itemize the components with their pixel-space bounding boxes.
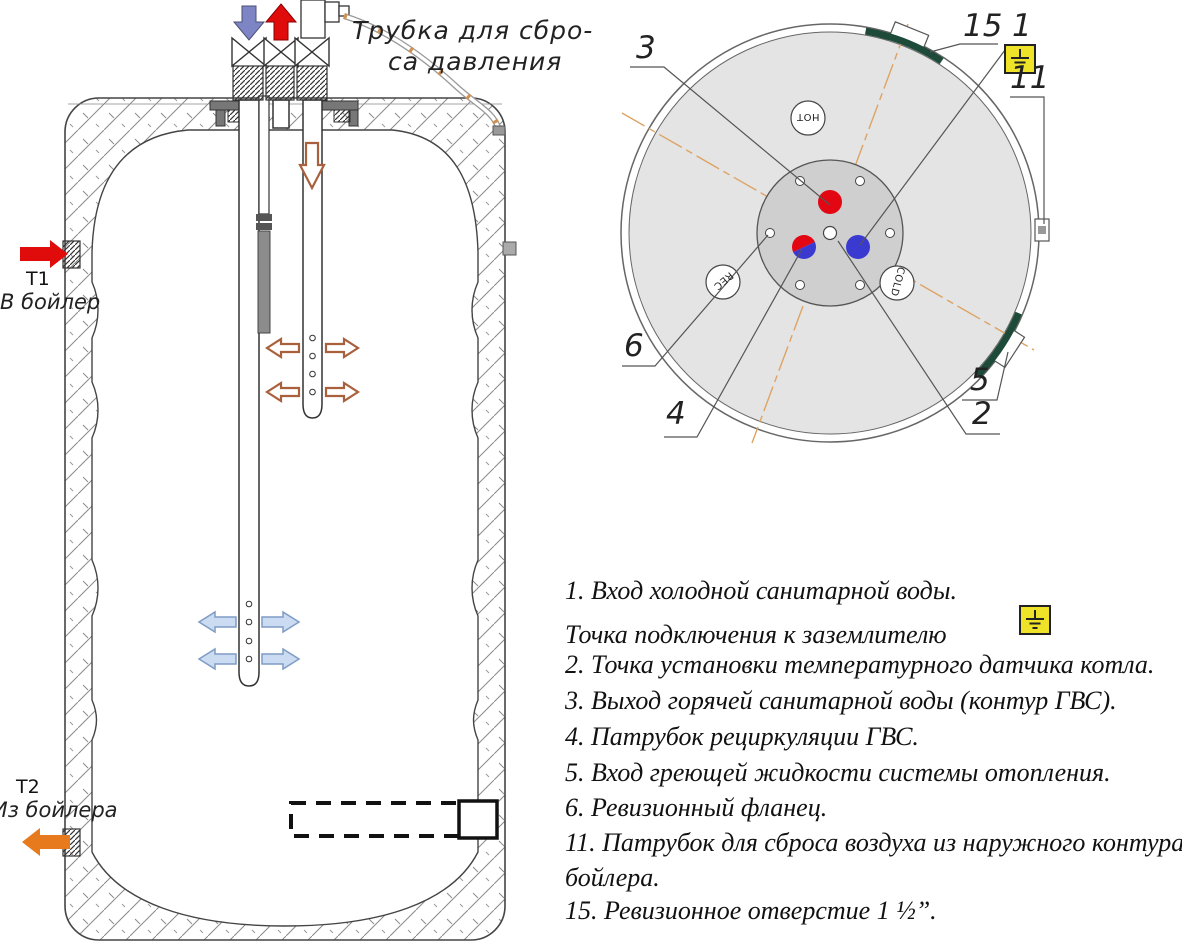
top-view (620, 21, 1050, 444)
air-vent-nozzle (502, 241, 517, 256)
valve-3 (294, 36, 314, 68)
valve-2 (263, 36, 283, 68)
t2-arrow (22, 828, 70, 856)
callout-4: 4 (666, 396, 686, 432)
legend-item-ground: Точка подключения к заземлителю (565, 620, 947, 649)
t2-label: T2 (16, 776, 40, 798)
safety-relief-valve (300, 0, 350, 39)
relief-tube (343, 13, 506, 136)
section-view (20, 0, 517, 941)
leader-11 (1010, 96, 1045, 224)
sensor-collar-1 (256, 214, 272, 221)
sensor-rod (257, 230, 271, 334)
rec-marker-circle (705, 264, 741, 300)
port-marker-circles (705, 100, 915, 301)
legend-item-3: 3. Выход горячей санитарной воды (контур… (565, 686, 1117, 715)
valves (231, 36, 330, 68)
heater-flange-square (457, 799, 499, 840)
leader-2 (837, 240, 1000, 435)
heater-dashed-outline (289, 801, 498, 838)
callout-1: 1 (1012, 8, 1032, 44)
valve-3b (310, 36, 330, 68)
legend-item-4: 4. Патрубок рециркуляции ГВС. (565, 722, 919, 751)
ground-symbol-legend (1019, 605, 1051, 635)
sensor-pocket (256, 95, 272, 334)
hot-port-label: HOT (796, 111, 820, 122)
legend-item-6: 6. Ревизионный фланец. (565, 793, 828, 822)
pipe-cold-inlet (238, 99, 260, 687)
callout-11: 11 (1010, 60, 1050, 96)
legend-item-11-cont: бойлера. (565, 863, 660, 892)
pressure-tube-label-line2: са давления (388, 47, 563, 76)
cold-in-arrow (232, 5, 266, 41)
callout-6: 6 (624, 328, 644, 364)
pipe-hot-outlet (272, 99, 290, 129)
t1-label: T1 (26, 268, 50, 290)
flange-bolt-holes (765, 176, 895, 290)
legend-item-11: 11. Патрубок для сброса воздуха из наруж… (565, 828, 1182, 857)
legend-item-5: 5. Вход греющей жидкости системы отоплен… (565, 758, 1111, 787)
legend-item-2: 2. Точка установки температурного датчик… (565, 650, 1155, 679)
sensor-collar-2 (256, 223, 272, 230)
callout-15: 15 (963, 8, 1003, 44)
legend-item-1: 1. Вход холодной санитарной воды. (565, 576, 957, 605)
callout-5: 5 (970, 362, 990, 398)
callout-2: 2 (972, 396, 992, 432)
heating-inlet-seal (974, 311, 1022, 378)
leader-6 (622, 234, 769, 367)
tank-cavity (91, 129, 479, 927)
valve-1 (231, 36, 251, 68)
t2-caption: Из бойлера (0, 798, 118, 822)
diffuser-arrows-blue (197, 610, 301, 671)
air-vent-tab-core (1038, 226, 1046, 234)
tank-top-clamps (209, 100, 359, 127)
leader-3 (630, 66, 831, 206)
t1-caption: В бойлер (0, 290, 101, 314)
hot-out-arrow (264, 3, 298, 41)
leader-4 (664, 248, 803, 438)
cold-inlet-dot (846, 235, 870, 259)
diffuser-arrows-brown (264, 336, 361, 404)
pipe-holes (245, 334, 316, 663)
cold-marker-circle (879, 265, 915, 301)
recirc-dot-red-half (792, 235, 815, 253)
t1-arrow (20, 240, 68, 268)
hot-outlet-dot (818, 190, 842, 214)
revision-hole-seal (864, 27, 944, 65)
sensor-tube (258, 95, 270, 215)
pipe-collars (232, 65, 328, 101)
pressure-tube-label-line1: Трубка для сбро- (352, 16, 594, 45)
hot-marker-circle (790, 100, 826, 136)
callout-3: 3 (636, 30, 656, 66)
rim-fittings (864, 21, 1050, 378)
leader-15 (929, 43, 998, 53)
flow-down-arrow (298, 141, 326, 191)
legend-item-15: 15. Ревизионное отверстие 1 ½”. (565, 896, 937, 925)
sensor-center-hole (822, 225, 838, 241)
leader-5 (962, 351, 1009, 401)
